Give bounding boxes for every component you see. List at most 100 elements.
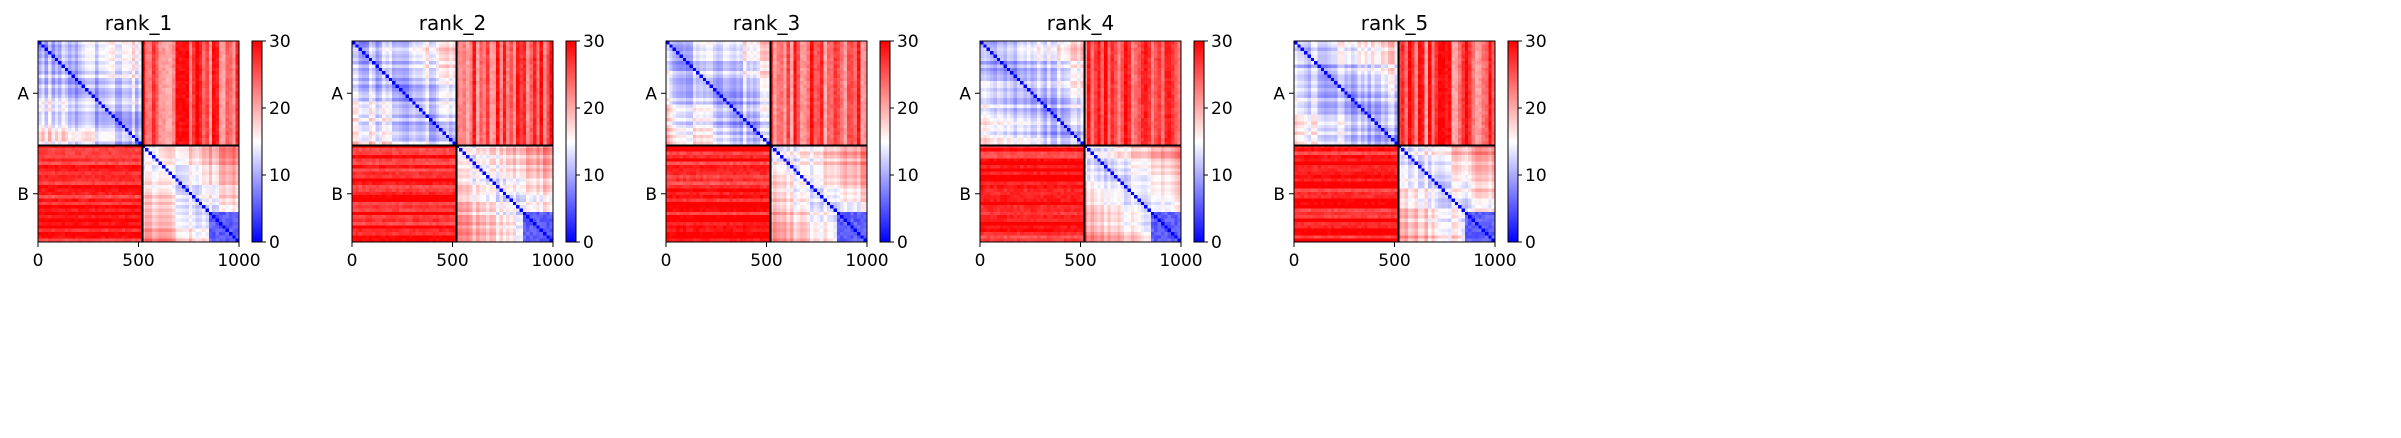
heatmap-cell: [81, 128, 86, 133]
heatmap-cell: [215, 118, 220, 122]
heatmap-cell: [58, 71, 63, 76]
heatmap-cell: [145, 74, 150, 79]
heatmap-cell: [108, 148, 113, 153]
heatmap-cell: [105, 81, 109, 86]
heatmap-cell: [205, 108, 210, 112]
heatmap-cell: [91, 118, 96, 122]
heatmap-cell: [232, 61, 237, 66]
heatmap-cell: [138, 81, 143, 86]
heatmap-cell: [98, 94, 103, 99]
heatmap-cell: [155, 131, 160, 136]
heatmap-cell: [198, 44, 203, 49]
heatmap-cell: [38, 47, 42, 52]
heatmap-cell: [208, 111, 213, 116]
heatmap-cell: [161, 154, 166, 159]
heatmap-cell: [205, 51, 210, 55]
heatmap-cell: [131, 141, 136, 146]
heatmap-cell: [101, 138, 106, 143]
heatmap-cell: [188, 51, 193, 55]
heatmap-cell: [64, 44, 69, 49]
heatmap-cell: [71, 144, 76, 149]
heatmap-cell: [172, 131, 176, 136]
heatmap-cell: [222, 91, 227, 96]
heatmap-cell: [192, 148, 197, 153]
heatmap-cell: [235, 104, 240, 109]
heatmap-cell: [151, 144, 156, 149]
heatmap-cell: [41, 124, 46, 129]
heatmap-cell: [44, 61, 49, 66]
heatmap-cell: [74, 124, 79, 129]
heatmap-cell: [212, 124, 217, 129]
heatmap-cell: [155, 61, 160, 66]
heatmap-cell: [64, 158, 69, 163]
heatmap-cell: [91, 51, 96, 55]
heatmap-cell: [222, 134, 227, 139]
heatmap-cell: [172, 61, 176, 66]
heatmap-cell: [175, 71, 180, 76]
heatmap-cell: [68, 74, 73, 79]
heatmap-cell: [138, 91, 143, 96]
heatmap-cell: [235, 101, 240, 106]
heatmap-cell: [235, 108, 240, 112]
heatmap-cell: [151, 91, 156, 96]
heatmap-cell: [225, 124, 230, 129]
heatmap-cell: [151, 104, 156, 109]
heatmap-cell: [108, 134, 113, 139]
heatmap-cell: [135, 64, 140, 69]
heatmap-cell: [128, 71, 133, 76]
heatmap-cell: [168, 151, 173, 156]
heatmap-cell: [148, 41, 153, 45]
heatmap-cell: [88, 94, 93, 99]
heatmap-cell: [135, 118, 140, 122]
heatmap-cell: [195, 134, 200, 139]
heatmap-cell: [155, 141, 160, 146]
heatmap-cell: [84, 124, 89, 129]
heatmap-cell: [212, 148, 217, 153]
heatmap-cell: [205, 81, 210, 86]
heatmap-cell: [58, 94, 63, 99]
heatmap-cell: [182, 41, 186, 45]
heatmap-cell: [58, 138, 63, 143]
heatmap-cell: [175, 131, 180, 136]
heatmap-cell: [172, 124, 176, 129]
heatmap-cell: [131, 154, 136, 159]
heatmap-cell: [115, 54, 119, 59]
heatmap-cell: [205, 61, 210, 66]
heatmap-cell: [212, 64, 217, 69]
heatmap-cell: [111, 61, 116, 66]
heatmap-cell: [165, 44, 170, 49]
heatmap-cell: [84, 144, 89, 149]
heatmap-cell: [215, 67, 220, 72]
heatmap-cell: [64, 61, 69, 66]
heatmap-cell: [98, 91, 103, 96]
chart-title: rank_1: [105, 11, 172, 35]
heatmap-cell: [108, 74, 113, 79]
heatmap-cell: [138, 57, 143, 62]
x-tick-label: 1000: [217, 251, 260, 271]
heatmap-cell: [125, 101, 130, 106]
heatmap-cell: [98, 51, 103, 55]
heatmap-cell: [175, 101, 180, 106]
heatmap-cell: [208, 64, 213, 69]
heatmap-cell: [108, 141, 113, 146]
heatmap-cell: [51, 141, 56, 146]
heatmap-cell: [118, 91, 123, 96]
heatmap-cell: [105, 154, 109, 159]
heatmap-cell: [121, 61, 126, 66]
heatmap-cell: [175, 64, 180, 69]
heatmap-cell: [105, 67, 109, 72]
heatmap-cell: [88, 158, 93, 163]
heatmap-cell: [51, 108, 56, 112]
heatmap-cell: [212, 54, 217, 59]
heatmap-cell: [225, 54, 230, 59]
heatmap-cell: [175, 151, 180, 156]
heatmap-cell: [195, 121, 200, 126]
heatmap-cell: [202, 131, 207, 136]
heatmap-cell: [145, 97, 150, 102]
heatmap-cell: [161, 97, 166, 102]
heatmap-cell: [165, 64, 170, 69]
heatmap-cell: [195, 158, 200, 163]
heatmap-cell: [101, 74, 106, 79]
heatmap-cell: [218, 141, 223, 146]
heatmap-cell: [161, 134, 166, 139]
